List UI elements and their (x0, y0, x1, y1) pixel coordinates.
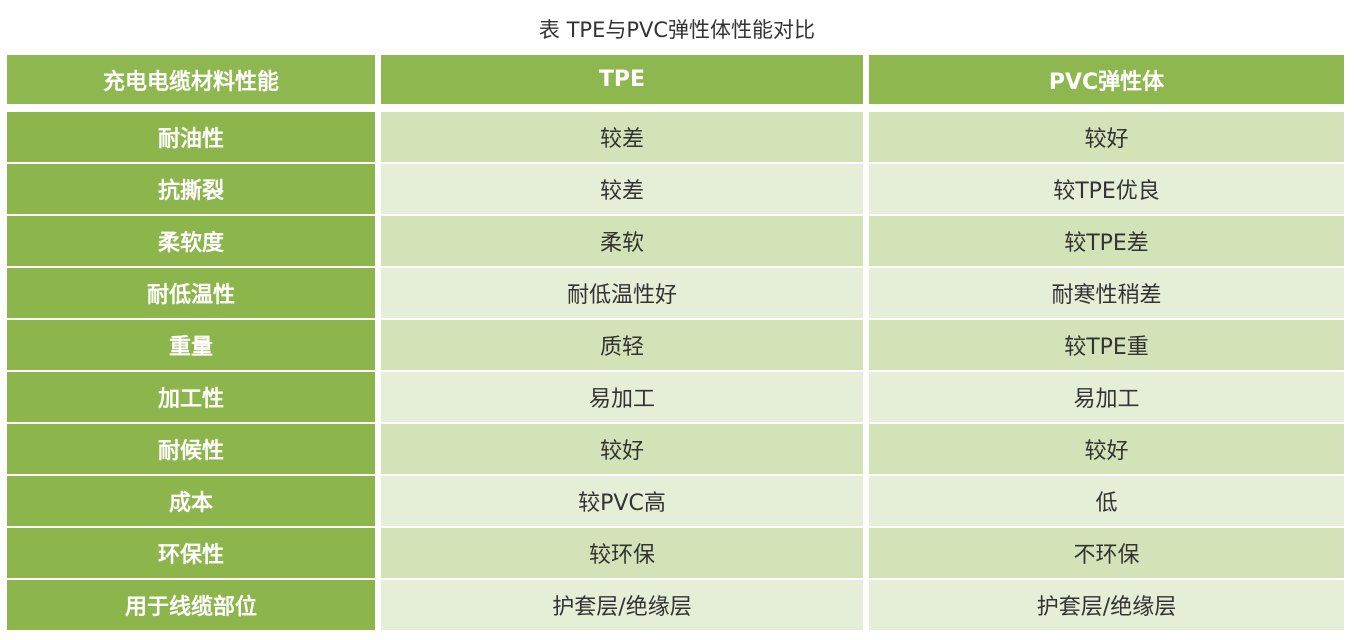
row-tpe-cell: 易加工 (381, 372, 863, 422)
row-tpe-cell: 较PVC高 (381, 476, 863, 526)
row-property-cell: 重量 (7, 320, 375, 370)
row-pvc-cell: 护套层/绝缘层 (869, 580, 1344, 630)
row-property-cell: 耐候性 (7, 424, 375, 474)
header-tpe: TPE (381, 55, 863, 104)
row-property-cell: 成本 (7, 476, 375, 526)
row-tpe-cell: 耐低温性好 (381, 268, 863, 318)
row-property-cell: 用于线缆部位 (7, 580, 375, 630)
row-tpe-cell: 较差 (381, 164, 863, 214)
header-property: 充电电缆材料性能 (7, 55, 375, 104)
table-title: 表 TPE与PVC弹性体性能对比 (538, 18, 816, 42)
row-property-cell: 柔软度 (7, 216, 375, 266)
comparison-table: 充电电缆材料性能 TPE PVC弹性体 耐油性 较差 较好 抗撕裂 较差 较TPE优良 柔软… (7, 55, 1344, 632)
header-pvc: PVC弹性体 (869, 55, 1344, 104)
row-pvc-cell: 较好 (869, 424, 1344, 474)
row-pvc-cell: 较TPE差 (869, 216, 1344, 266)
row-property-cell: 加工性 (7, 372, 375, 422)
row-pvc-cell: 较好 (869, 112, 1344, 162)
row-pvc-cell: 低 (869, 476, 1344, 526)
row-tpe-cell: 较好 (381, 424, 863, 474)
row-tpe-cell: 柔软 (381, 216, 863, 266)
row-tpe-cell: 护套层/绝缘层 (381, 580, 863, 630)
row-tpe-cell: 较环保 (381, 528, 863, 578)
row-pvc-cell: 易加工 (869, 372, 1344, 422)
row-property-cell: 耐低温性 (7, 268, 375, 318)
row-pvc-cell: 不环保 (869, 528, 1344, 578)
row-pvc-cell: 较TPE重 (869, 320, 1344, 370)
row-property-cell: 环保性 (7, 528, 375, 578)
row-pvc-cell: 较TPE优良 (869, 164, 1344, 214)
row-property-cell: 耐油性 (7, 112, 375, 162)
row-pvc-cell: 耐寒性稍差 (869, 268, 1344, 318)
row-property-cell: 抗撕裂 (7, 164, 375, 214)
row-tpe-cell: 质轻 (381, 320, 863, 370)
row-tpe-cell: 较差 (381, 112, 863, 162)
